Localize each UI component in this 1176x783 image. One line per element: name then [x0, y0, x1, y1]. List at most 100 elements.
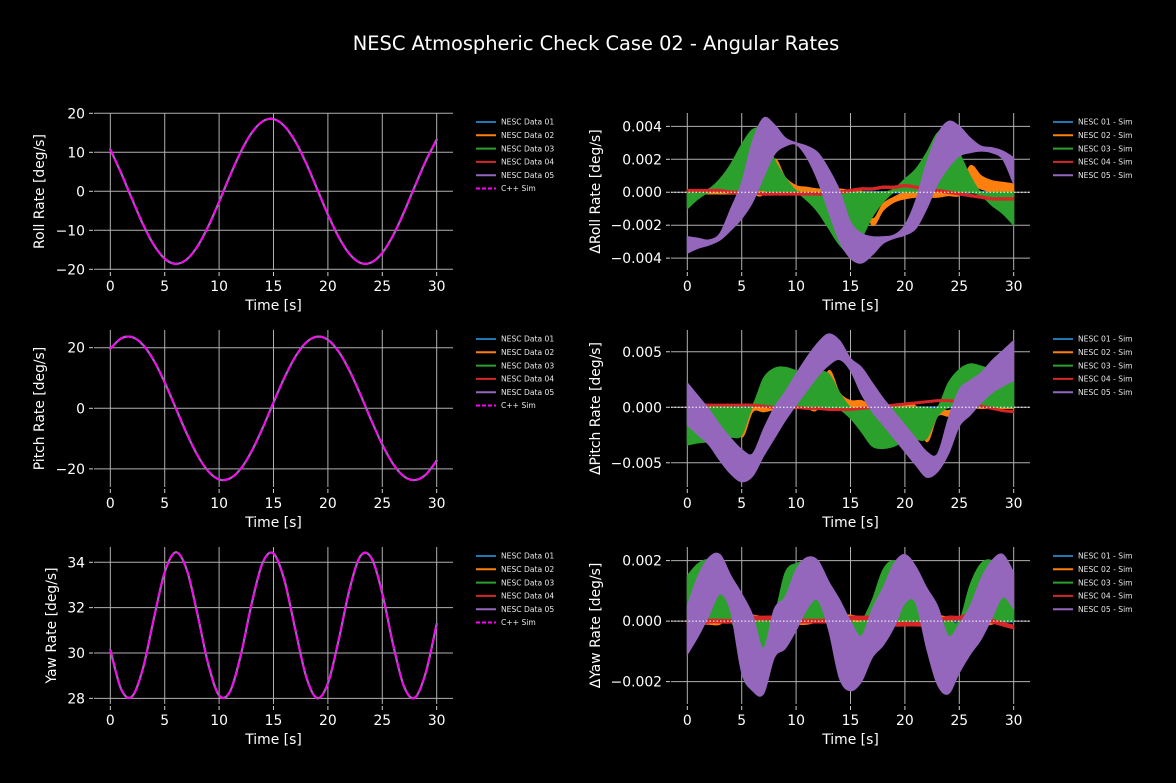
legend-label: NESC Data 01	[501, 118, 554, 127]
x-tick-label: 10	[210, 496, 228, 512]
legend-label: NESC Data 04	[501, 592, 554, 601]
legend-label: NESC 02 - Sim	[1078, 131, 1133, 140]
legend-item: NESC Data 02	[476, 131, 554, 140]
y-axis-label: Pitch Rate [deg/s]	[32, 347, 48, 470]
x-tick-label: 15	[842, 713, 860, 729]
legend: NESC 01 - Sim NESC 02 - Sim NESC 03 - Sim N…	[1053, 335, 1133, 397]
legend-item: NESC Data 01	[476, 335, 554, 344]
legend-item: NESC 05 - Sim	[1053, 171, 1133, 180]
x-tick-label: 20	[896, 496, 914, 512]
legend-label: NESC 05 - Sim	[1078, 605, 1133, 614]
legend-item: C++ Sim	[476, 184, 536, 193]
y-axis-label: ΔYaw Rate [deg/s]	[588, 563, 604, 689]
y-tick-label: 0.000	[622, 614, 662, 630]
legend-item: NESC Data 03	[476, 361, 554, 370]
x-tick-label: 0	[683, 496, 692, 512]
legend-label: NESC Data 05	[501, 171, 554, 180]
legend-item: NESC Data 05	[476, 605, 554, 614]
series-line-c-sim	[109, 117, 438, 265]
legend-label: NESC Data 01	[501, 552, 554, 561]
legend: NESC 01 - Sim NESC 02 - Sim NESC 03 - Sim N…	[1053, 552, 1133, 614]
y-tick-label: 34	[67, 555, 85, 571]
legend-item: C++ Sim	[476, 401, 536, 410]
grid-lines	[94, 330, 453, 487]
plot-area	[671, 116, 1030, 264]
y-tick-label: 20	[67, 341, 85, 357]
x-tick-label: 15	[265, 279, 283, 295]
x-tick-label: 5	[160, 496, 169, 512]
legend-label: NESC 04 - Sim	[1078, 375, 1133, 384]
y-tick-label: −10	[56, 223, 85, 239]
legend-item: NESC 03 - Sim	[1053, 144, 1133, 153]
legend-item: NESC 03 - Sim	[1053, 578, 1133, 587]
x-tick-label: 30	[1005, 713, 1023, 729]
subplot-roll: 0 5 10 15 20 25 30 −20 −10 0 10 20 Time [s] Roll Rate…	[32, 106, 554, 314]
y-tick-label: −0.005	[611, 456, 662, 472]
y-tick-label: 0.004	[622, 119, 662, 135]
x-axis-label: Time [s]	[244, 732, 302, 748]
x-tick-label: 20	[896, 713, 914, 729]
x-tick-label: 25	[373, 713, 391, 729]
plot-area	[671, 552, 1030, 697]
plot-area	[671, 333, 1030, 483]
legend-item: NESC 02 - Sim	[1053, 348, 1133, 357]
y-tick-label: 20	[67, 106, 85, 122]
legend-label: NESC 01 - Sim	[1078, 552, 1133, 561]
legend-item: NESC 01 - Sim	[1053, 335, 1133, 344]
legend-item: NESC 02 - Sim	[1053, 565, 1133, 574]
x-axis-label: Time [s]	[821, 298, 879, 314]
legend-label: NESC Data 02	[501, 565, 554, 574]
x-axis-label: Time [s]	[821, 732, 879, 748]
x-tick-label: 20	[319, 496, 337, 512]
y-tick-label: 32	[67, 601, 85, 617]
series-band-nesc-04-sim	[686, 398, 1015, 414]
legend-item: NESC 05 - Sim	[1053, 388, 1133, 397]
series-line-c-sim	[109, 551, 438, 700]
x-tick-label: 5	[160, 279, 169, 295]
x-tick-label: 0	[106, 279, 115, 295]
y-axis-label: ΔPitch Rate [deg/s]	[588, 342, 604, 475]
x-tick-label: 0	[683, 279, 692, 295]
x-tick-label: 10	[787, 279, 805, 295]
y-tick-label: −0.002	[611, 218, 662, 234]
legend-label: NESC 02 - Sim	[1078, 565, 1133, 574]
x-tick-label: 25	[950, 713, 968, 729]
y-axis-label: Yaw Rate [deg/s]	[44, 567, 60, 684]
subplot-grid: 0 5 10 15 20 25 30 −20 −10 0 10 20 Time [s] Roll Rate…	[32, 106, 1133, 748]
legend-item: NESC 02 - Sim	[1053, 131, 1133, 140]
x-tick-label: 10	[787, 713, 805, 729]
legend-label: NESC Data 03	[501, 144, 554, 153]
x-tick-label: 25	[950, 279, 968, 295]
plot-area	[109, 551, 438, 700]
x-axis-label: Time [s]	[244, 298, 302, 314]
legend: NESC 01 - Sim NESC 02 - Sim NESC 03 - Sim N…	[1053, 118, 1133, 180]
plot-area	[109, 117, 438, 265]
legend-item: NESC Data 03	[476, 144, 554, 153]
legend-item: NESC 01 - Sim	[1053, 118, 1133, 127]
legend-item: NESC Data 04	[476, 158, 554, 167]
x-tick-label: 30	[428, 279, 446, 295]
legend-item: NESC Data 01	[476, 118, 554, 127]
x-tick-label: 5	[737, 279, 746, 295]
legend-label: NESC 05 - Sim	[1078, 388, 1133, 397]
y-tick-label: 0.000	[622, 400, 662, 416]
legend: NESC Data 01 NESC Data 02 NESC Data 03 NESC…	[476, 335, 554, 410]
x-tick-label: 15	[265, 713, 283, 729]
x-tick-label: 25	[373, 279, 391, 295]
legend-label: NESC Data 04	[501, 375, 554, 384]
x-tick-label: 30	[1005, 496, 1023, 512]
legend-label: NESC 04 - Sim	[1078, 158, 1133, 167]
series-band-nesc-05-sim	[686, 116, 1015, 264]
legend-label: C++ Sim	[501, 618, 536, 627]
legend-item: NESC 03 - Sim	[1053, 361, 1133, 370]
legend-label: NESC Data 05	[501, 605, 554, 614]
legend-item: NESC 04 - Sim	[1053, 158, 1133, 167]
legend-item: NESC 04 - Sim	[1053, 592, 1133, 601]
figure-title: NESC Atmospheric Check Case 02 - Angular…	[353, 32, 839, 55]
legend-item: NESC Data 04	[476, 375, 554, 384]
legend-label: NESC Data 02	[501, 348, 554, 357]
x-tick-label: 15	[842, 496, 860, 512]
y-tick-label: −20	[56, 462, 85, 478]
legend-label: NESC Data 01	[501, 335, 554, 344]
